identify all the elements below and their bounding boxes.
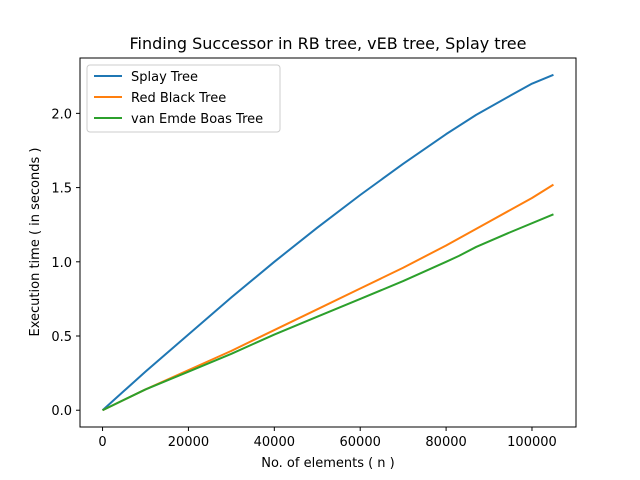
series-line-2 [102, 213, 554, 412]
chart-title: Finding Successor in RB tree, vEB tree, … [130, 34, 527, 53]
x-tick-label: 80000 [425, 435, 466, 450]
y-axis-ticks: 0.0 0.5 1.0 1.5 2.0 [51, 107, 80, 419]
y-tick-label: 1.5 [51, 182, 72, 197]
series-line-0 [101, 73, 554, 411]
legend-label-2: van Emde Boas Tree [131, 112, 263, 127]
axes-frame [79, 57, 577, 428]
x-tick-label: 0 [98, 435, 106, 450]
x-tick-label: 20000 [168, 435, 209, 450]
x-axis-ticks: 0 20000 40000 60000 80000 100000 [98, 427, 557, 450]
x-tick-label: 40000 [254, 435, 295, 450]
y-tick-label: 2.0 [51, 107, 72, 122]
y-tick-label: 0.0 [51, 404, 72, 419]
legend-label-0: Splay Tree [131, 70, 198, 85]
series-lines [101, 73, 554, 412]
y-tick-label: 1.0 [51, 256, 72, 271]
series-line-1 [102, 183, 554, 412]
x-axis-label: No. of elements ( n ) [261, 456, 395, 471]
legend-box [86, 64, 281, 133]
x-tick-label: 60000 [340, 435, 381, 450]
legend-label-1: Red Black Tree [131, 91, 226, 106]
legend: Splay Tree Red Black Tree van Emde Boas Tr… [86, 64, 281, 133]
x-tick-label: 100000 [507, 435, 557, 450]
y-axis-label: Execution time ( in seconds ) [28, 148, 43, 337]
y-tick-label: 0.5 [51, 330, 72, 345]
